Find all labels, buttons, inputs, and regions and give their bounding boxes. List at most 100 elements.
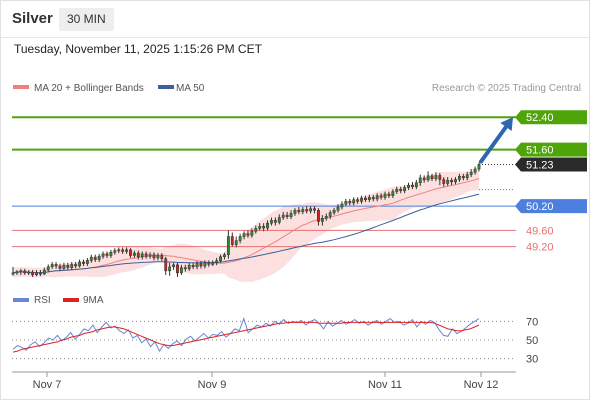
candle (273, 217, 277, 226)
candle (117, 247, 121, 254)
candle (46, 264, 50, 272)
support-level-label-4: 49.20 (526, 242, 554, 254)
x-tick-label: Nov 9 (198, 379, 227, 391)
candle (301, 206, 305, 215)
candle (15, 270, 19, 275)
candle (38, 270, 42, 277)
timeframe-button[interactable]: 30 MIN (59, 8, 114, 31)
candle (356, 197, 360, 204)
candle (391, 189, 395, 199)
candle (438, 173, 442, 186)
candle (270, 217, 273, 226)
ma20-legend-swatch (13, 85, 29, 89)
candle (168, 262, 172, 276)
candlestick-layer (11, 162, 481, 277)
bollinger-band-layer (13, 167, 479, 282)
candle (195, 261, 199, 270)
candle (387, 191, 391, 199)
candle (42, 267, 46, 275)
candle (317, 208, 320, 226)
rsi-legend-swatch (13, 298, 29, 302)
candle (450, 177, 454, 186)
chart-datetime: Tuesday, November 11, 2025 1:15:26 PM CE… (14, 42, 262, 56)
candle (136, 250, 140, 260)
rsi-legend-label: RSI (34, 295, 51, 306)
candle (152, 252, 156, 261)
candle (164, 256, 168, 275)
candle (297, 206, 301, 215)
candle (109, 249, 113, 258)
candle (399, 186, 403, 194)
candle (85, 257, 89, 267)
candle (58, 263, 62, 271)
candle (172, 262, 175, 271)
candle (179, 264, 183, 275)
candle (54, 261, 58, 269)
candle (348, 198, 352, 206)
rsi-ma-line (12, 321, 480, 353)
candle (11, 266, 15, 276)
x-tick-label: Nov 11 (368, 379, 402, 391)
candle (430, 173, 434, 182)
candle (230, 232, 234, 247)
ma50-legend-label: MA 50 (176, 83, 205, 94)
candle (82, 259, 85, 267)
candle (125, 247, 128, 254)
candle (313, 206, 316, 214)
candle (473, 166, 477, 175)
candle (223, 252, 226, 260)
x-axis: Nov 7 Nov 9 Nov 11 Nov 12 (33, 372, 499, 391)
candle (144, 251, 148, 259)
candle (411, 181, 414, 190)
candle (277, 214, 281, 225)
ma50-legend-swatch (158, 85, 174, 89)
candle (156, 253, 160, 261)
candle (344, 198, 348, 207)
candle (258, 223, 262, 231)
candle (93, 254, 97, 262)
candle (207, 260, 211, 267)
candle (219, 254, 222, 263)
candle (121, 247, 125, 254)
candle (266, 220, 269, 231)
resistance-level-label-0: 52.40 (526, 112, 554, 124)
candle (226, 230, 230, 259)
candle (367, 194, 371, 203)
candle (250, 228, 254, 238)
candle (305, 206, 309, 214)
candle (148, 252, 152, 259)
source-attribution: Research © 2025 Trading Central (432, 83, 581, 94)
rsi-tick-label-30: 30 (526, 354, 538, 366)
candle (191, 262, 195, 270)
candle (332, 207, 336, 216)
candle (422, 175, 426, 183)
candle (187, 262, 191, 271)
x-tick-label: Nov 7 (33, 379, 62, 391)
current-price-label: 51.23 (526, 160, 554, 172)
candle (262, 223, 266, 232)
pivot-level-tag-2 (515, 199, 587, 214)
candle (215, 257, 219, 266)
resistance-level-tag-1 (515, 142, 587, 157)
candle (309, 206, 313, 214)
candle (19, 268, 23, 275)
candle (454, 177, 457, 185)
candle (324, 213, 328, 221)
candle (461, 173, 465, 181)
candle (78, 259, 81, 268)
candle (442, 177, 446, 187)
candle (62, 262, 66, 271)
forecast-arrow-shaft (479, 124, 508, 164)
candle (234, 236, 238, 248)
candle (379, 193, 383, 200)
candle (101, 251, 105, 259)
rsi-panel: 70 50 30 (12, 316, 538, 366)
candle (446, 177, 450, 186)
candle (199, 261, 203, 269)
x-tick-label: Nov 12 (464, 379, 499, 391)
candle (97, 253, 101, 262)
rsi-ma-legend-swatch (63, 298, 79, 302)
moving-average-layer (12, 178, 480, 274)
